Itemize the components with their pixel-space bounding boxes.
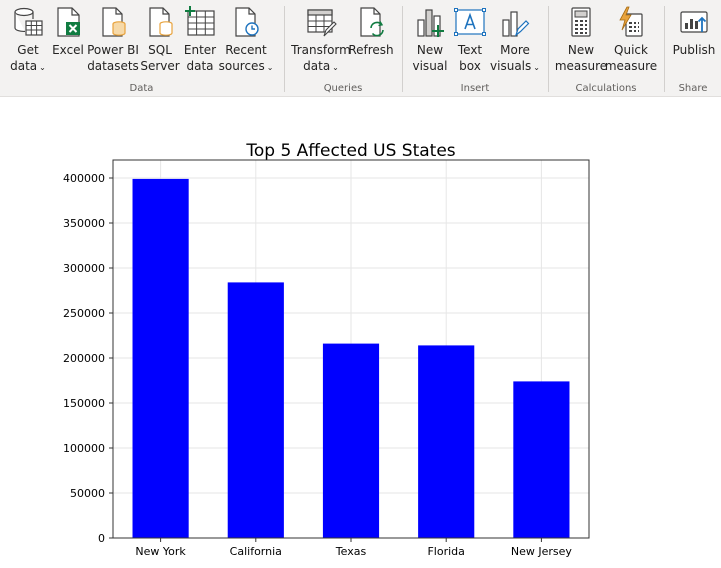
quick-measure-label-line2: measure [604, 59, 658, 73]
group-separator [548, 6, 549, 92]
y-tick-label: 100000 [63, 442, 105, 455]
group-label-share: Share [678, 83, 708, 94]
y-tick-label: 400000 [63, 172, 105, 185]
enter-data-button[interactable]: Enter data [182, 4, 218, 78]
quick-measure-label-line1: Quick [614, 43, 648, 57]
publish-button[interactable]: Publish [672, 4, 716, 78]
y-tick-label: 150000 [63, 397, 105, 410]
group-label-calculations: Calculations [575, 83, 637, 94]
group-separator [402, 6, 403, 92]
bar-new-york[interactable] [132, 178, 189, 538]
chart-pencil-icon [502, 11, 530, 37]
clock-document-icon [235, 7, 259, 37]
y-tick-label: 50000 [70, 487, 105, 500]
group-label-insert: Insert [460, 83, 490, 94]
publish-label: Publish [672, 43, 716, 57]
x-tick-label: California [230, 545, 282, 558]
new-visual-button[interactable]: New visual [411, 4, 449, 78]
ribbon: Get data ⌄ Excel Power BI datasets SQL Serve… [0, 0, 721, 97]
chevron-down-icon: ⌄ [266, 63, 274, 72]
new-measure-label-line2: measure [554, 59, 608, 73]
excel-button[interactable]: Excel [50, 4, 86, 78]
report-canvas: Top 5 Affected US States 0 50000 100000 150… [0, 98, 721, 568]
axes: 0 50000 100000 150000 200000 250000 300000 3500… [63, 172, 572, 558]
get-data-button[interactable]: Get data ⌄ [6, 4, 50, 78]
x-tick-label: New Jersey [511, 545, 573, 558]
quick-measure-button[interactable]: Quick measure [604, 4, 658, 78]
bar-chart[interactable]: Top 5 Affected US States 0 50000 100000 150… [0, 98, 721, 568]
chevron-down-icon: ⌄ [39, 63, 46, 72]
y-tick-label: 250000 [63, 307, 105, 320]
recent-sources-label-line1: Recent [225, 43, 267, 57]
table-plus-icon [185, 6, 215, 36]
database-grid-icon [14, 7, 43, 36]
bar-new-jersey[interactable] [513, 381, 570, 538]
bars [132, 178, 570, 538]
group-label-queries: Queries [323, 83, 363, 94]
y-tick-label: 350000 [63, 217, 105, 230]
bar-california[interactable] [227, 282, 284, 538]
power-bi-datasets-button[interactable]: Power BI datasets [87, 4, 139, 78]
sql-server-button[interactable]: SQL Server [140, 4, 180, 78]
transform-data-label-line1: Transform [291, 43, 351, 57]
table-pencil-icon [307, 9, 337, 37]
group-separator [284, 6, 285, 92]
lightning-calculator-icon [619, 6, 643, 37]
text-box-label-line2: box [459, 59, 481, 73]
sql-server-label-line1: SQL [148, 43, 172, 57]
excel-label: Excel [52, 43, 84, 57]
y-tick-label: 200000 [63, 352, 105, 365]
new-visual-label-line2: visual [412, 59, 448, 73]
sql-server-label-line2: Server [140, 59, 180, 73]
calculator-icon [571, 7, 591, 37]
y-tick-label: 300000 [63, 262, 105, 275]
group-separator [664, 6, 665, 92]
y-tick-label: 0 [98, 532, 105, 545]
refresh-button[interactable]: Refresh [348, 4, 394, 78]
get-data-label-line2: data [10, 59, 38, 73]
recent-sources-label-line2: sources [218, 59, 265, 73]
enter-data-label-line1: Enter [183, 43, 217, 57]
recent-sources-button[interactable]: Recent sources ⌄ [218, 4, 274, 78]
text-box-label-line1: Text [457, 43, 483, 57]
dataset-icon [102, 7, 126, 37]
x-tick-label: New York [135, 545, 186, 558]
text-box-icon [454, 8, 486, 36]
power-bi-datasets-label-line2: datasets [87, 59, 139, 73]
group-label-data: Data [129, 83, 154, 94]
bar-texas[interactable] [322, 343, 380, 538]
get-data-label-line1: Get [17, 43, 39, 57]
new-visual-label-line1: New [416, 43, 444, 57]
x-tick-label: Florida [427, 545, 464, 558]
refresh-document-icon [360, 7, 384, 37]
transform-data-button[interactable]: Transform data ⌄ [291, 4, 351, 78]
chevron-down-icon: ⌄ [533, 63, 540, 72]
bar-chart-plus-icon [417, 9, 444, 37]
x-tick-label: Texas [335, 545, 367, 558]
enter-data-label-line2: data [186, 59, 214, 73]
text-box-button[interactable]: Text box [452, 4, 488, 78]
new-measure-label-line1: New [567, 43, 595, 57]
chevron-down-icon: ⌄ [332, 63, 339, 72]
refresh-label: Refresh [348, 43, 394, 57]
more-visuals-button[interactable]: More visuals ⌄ [490, 4, 540, 78]
sql-server-icon [149, 7, 173, 37]
excel-icon [57, 7, 80, 37]
more-visuals-label-line2: visuals [490, 59, 532, 73]
chart-title: Top 5 Affected US States [245, 141, 455, 161]
power-bi-datasets-label-line1: Power BI [87, 43, 139, 57]
publish-icon [680, 11, 708, 33]
new-measure-button[interactable]: New measure [554, 4, 608, 78]
bar-florida[interactable] [418, 345, 475, 538]
more-visuals-label-line1: More [500, 43, 530, 57]
transform-data-label-line2: data [303, 59, 331, 73]
